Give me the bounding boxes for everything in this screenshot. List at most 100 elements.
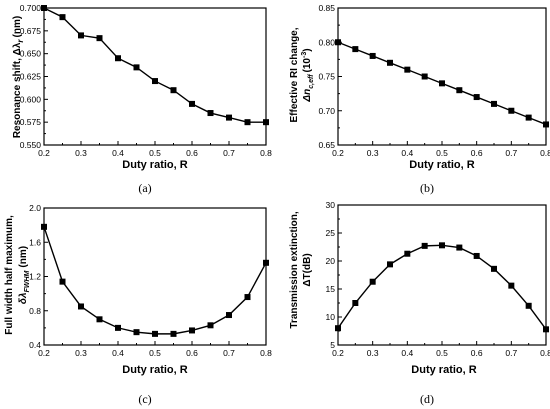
data-point-c: [41, 223, 47, 230]
data-point-d: [543, 326, 549, 333]
y-tick-label-a: 0.700: [20, 3, 42, 13]
x-tick-label-c: 0.2: [38, 348, 50, 358]
x-tick-label-d: 0.7: [505, 348, 517, 358]
caption-d: (d): [420, 392, 434, 406]
y-tick-label-d: 25: [326, 228, 336, 238]
y-tick-label-a: 0.600: [20, 94, 42, 104]
data-point-a: [41, 5, 47, 11]
plot-frame-d: [337, 204, 547, 346]
y-tick-label-b: 0.70: [318, 106, 335, 116]
x-axis-label-c: Duty ratio, R: [122, 364, 187, 376]
panel-b: 0.2 0.3 0.4 0.5 0.6 0.7 0.8 0.65 0.70 0.75 0.80 0.8…: [289, 3, 550, 195]
y-tick-label-c: 0.8: [29, 306, 41, 316]
y-tick-label-d: 15: [326, 284, 336, 294]
x-tick-label-b: 0.6: [471, 148, 483, 158]
x-tick-label-c: 0.8: [260, 348, 272, 358]
plot-frame-c: [43, 207, 267, 346]
y-axis-label-c: Full width half maximum,: [4, 215, 15, 335]
data-point-d: [456, 244, 463, 251]
data-point-a: [244, 119, 251, 126]
series-line-a: [43, 7, 266, 123]
x-tick-label-b: 0.3: [367, 148, 379, 158]
plot-frame-a: [43, 7, 267, 146]
y-axis-label-b-line2: Δnc,eff(10-3): [301, 48, 315, 102]
data-point-d: [508, 282, 515, 289]
data-point-b: [335, 39, 341, 46]
y-tick-label-c: 1.6: [29, 237, 41, 247]
data-point-d: [352, 300, 359, 306]
x-tick-label-d: 0.3: [367, 348, 379, 358]
x-tick-label-a: 0.3: [75, 148, 87, 158]
data-point-d: [421, 242, 428, 249]
x-tick-label-d: 0.6: [471, 348, 483, 358]
y-tick-label-d: 10: [326, 312, 336, 322]
data-point-d: [335, 325, 341, 332]
y-tick-label-a: 0.550: [20, 140, 42, 150]
y-tick-label-d: 5: [330, 340, 335, 350]
plot-area-a: 0.2 0.3 0.4 0.5 0.6 0.7 0.8 0.550 0.575 0.600 0.62…: [20, 3, 272, 158]
plot-area-b: 0.2 0.3 0.4 0.5 0.6 0.7 0.8 0.65 0.70 0.75 0.80 0.8…: [318, 3, 550, 158]
data-point-b: [543, 121, 549, 128]
data-point-c: [170, 330, 177, 337]
data-point-c: [207, 322, 214, 329]
x-axis-label-a: Duty ratio, R: [122, 159, 187, 171]
data-point-c: [78, 303, 84, 310]
data-point-d: [473, 252, 480, 259]
data-point-a: [152, 78, 158, 85]
data-point-a: [263, 119, 269, 126]
data-point-c: [152, 330, 158, 337]
data-point-d: [369, 278, 376, 285]
y-tick-label-c: 1.2: [29, 272, 41, 282]
data-point-b: [369, 52, 376, 59]
data-point-b: [456, 87, 463, 94]
y-tick-label-c: 0.4: [29, 340, 41, 350]
data-point-b: [473, 94, 480, 101]
y-tick-label-a: 0.575: [20, 117, 42, 127]
y-axis-label-d-line2: ΔT(dB): [302, 253, 313, 286]
caption-b: (b): [420, 181, 434, 195]
y-tick-label-d: 20: [326, 256, 336, 266]
x-tick-label-d: 0.5: [436, 348, 448, 358]
data-point-d: [404, 250, 411, 257]
data-point-b: [352, 46, 359, 53]
x-axis-label-b: Duty ratio, R: [409, 159, 474, 171]
x-tick-label-d: 0.8: [540, 348, 550, 358]
x-tick-label-a: 0.7: [223, 148, 235, 158]
data-point-c: [115, 324, 121, 331]
data-point-a: [78, 32, 84, 39]
y-tick-label-b: 0.85: [318, 3, 335, 13]
data-point-a: [189, 100, 195, 107]
y-tick-label-c: 2.0: [29, 203, 41, 213]
x-tick-label-c: 0.4: [112, 348, 124, 358]
data-point-d: [525, 302, 532, 309]
x-tick-label-a: 0.5: [149, 148, 161, 158]
data-point-c: [133, 329, 140, 336]
data-point-a: [59, 14, 66, 21]
plot-area-c: 0.2 0.3 0.4 0.5 0.6 0.7 0.8 0.4 0.8 1.2 1.6 2.0: [29, 203, 272, 358]
data-point-a: [96, 35, 103, 42]
data-point-a: [170, 87, 177, 94]
x-tick-label-a: 0.4: [112, 148, 124, 158]
x-tick-label-d: 0.4: [401, 348, 413, 358]
plot-area-d: 0.2 0.3 0.4 0.5 0.6 0.7 0.8 5 10 15 20 25 30: [326, 200, 550, 358]
y-axis-label-c-line2: δλFWHM(nm): [18, 246, 31, 304]
data-point-b: [439, 80, 445, 87]
y-tick-label-a: 0.625: [20, 72, 42, 82]
data-point-a: [133, 64, 140, 71]
data-point-b: [421, 73, 428, 80]
caption-c: (c): [138, 392, 151, 406]
y-tick-label-a: 0.650: [20, 49, 42, 59]
caption-a: (a): [138, 181, 151, 195]
data-point-a: [115, 55, 121, 62]
x-tick-label-c: 0.3: [75, 348, 87, 358]
data-point-c: [226, 312, 232, 319]
x-tick-label-d: 0.2: [332, 348, 344, 358]
data-point-a: [207, 110, 214, 117]
series-line-c: [43, 226, 267, 335]
x-axis-label-d: Duty ratio, R: [411, 364, 476, 376]
y-tick-label-b: 0.80: [318, 37, 335, 47]
x-tick-label-b: 0.8: [540, 148, 550, 158]
data-point-d: [439, 242, 445, 249]
y-axis-label-b: Effective RI change,: [289, 27, 300, 122]
